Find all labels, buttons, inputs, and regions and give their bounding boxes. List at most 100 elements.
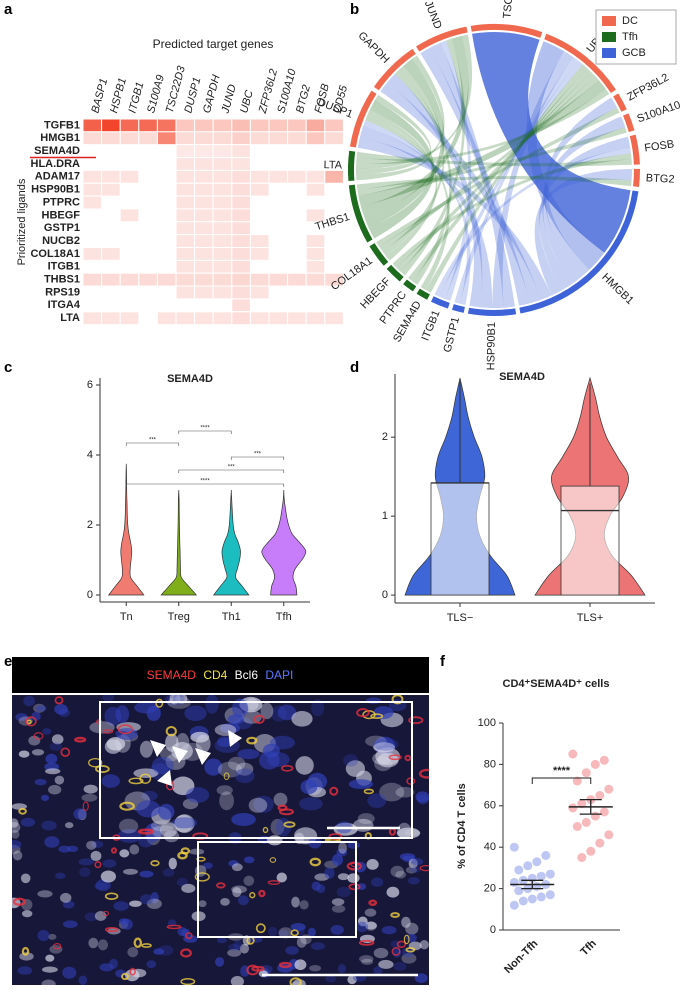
nucleus bbox=[106, 737, 126, 751]
sector-label: BTG2 bbox=[645, 172, 674, 186]
nucleus bbox=[278, 927, 293, 939]
nucleus bbox=[371, 877, 384, 887]
nucleus bbox=[127, 947, 139, 958]
nucleus bbox=[228, 943, 241, 952]
chord-ribbon bbox=[472, 32, 631, 253]
significance-bracket bbox=[230, 456, 285, 460]
cd4-signal bbox=[95, 764, 110, 774]
nucleus bbox=[270, 818, 285, 836]
nucleus bbox=[184, 705, 207, 721]
arrowhead bbox=[195, 748, 211, 765]
data-point bbox=[545, 869, 555, 879]
heatmap-cell bbox=[231, 208, 251, 223]
sema4d-signal bbox=[166, 924, 182, 930]
nucleus bbox=[345, 760, 365, 777]
nucleus bbox=[31, 749, 45, 756]
nucleus bbox=[54, 704, 68, 715]
nucleus bbox=[331, 898, 345, 906]
chord-ribbon bbox=[358, 80, 606, 207]
nucleus bbox=[217, 736, 233, 747]
nucleus bbox=[86, 840, 97, 850]
chord-ribbon bbox=[356, 151, 632, 167]
chord-ribbon bbox=[380, 82, 541, 304]
legend-swatch bbox=[602, 32, 616, 42]
nucleus bbox=[100, 870, 116, 883]
row-label: HMGB1 bbox=[40, 132, 80, 144]
heatmap-cell bbox=[212, 272, 233, 287]
nucleus bbox=[405, 866, 417, 874]
heatmap-cell bbox=[138, 118, 158, 133]
data-point bbox=[514, 865, 524, 875]
sema4d-signal bbox=[185, 932, 193, 940]
sema4d-signal bbox=[278, 808, 295, 816]
sema4d-signal bbox=[54, 696, 64, 705]
panel-title: SEMA4D bbox=[167, 373, 213, 385]
row-label: THBS1 bbox=[44, 274, 80, 286]
x-tick-label: Treg bbox=[168, 611, 190, 623]
nucleus bbox=[31, 711, 41, 721]
sector-arc bbox=[629, 134, 640, 165]
nucleus bbox=[171, 817, 198, 829]
nucleus bbox=[15, 713, 28, 721]
data-point bbox=[568, 749, 578, 759]
nucleus bbox=[20, 873, 31, 884]
heatmap-cell bbox=[212, 208, 233, 223]
data-point bbox=[518, 896, 528, 906]
nucleus bbox=[260, 702, 274, 720]
nucleus bbox=[159, 822, 178, 838]
nucleus bbox=[48, 933, 57, 940]
nucleus bbox=[219, 791, 235, 811]
significance-label: *** bbox=[254, 452, 262, 458]
nucleus bbox=[234, 768, 255, 784]
legend-label: Tfh bbox=[622, 31, 638, 43]
heatmap-cell bbox=[268, 272, 289, 287]
heatmap-cell bbox=[231, 221, 251, 236]
heatmap-cell bbox=[231, 259, 251, 274]
heatmap-cell bbox=[287, 118, 307, 133]
column-label: JUND bbox=[219, 83, 238, 115]
sector-label: HSP90B1 bbox=[485, 322, 498, 370]
nucleus bbox=[104, 706, 122, 726]
cd4-signal bbox=[255, 923, 266, 934]
nucleus bbox=[98, 939, 108, 951]
nucleus bbox=[276, 872, 287, 883]
heatmap-cell bbox=[249, 247, 270, 261]
nucleus bbox=[28, 735, 41, 746]
cd4-signal bbox=[180, 978, 196, 985]
y-tick-label: 80 bbox=[484, 758, 496, 770]
sema4d-signal bbox=[137, 828, 155, 835]
nucleus bbox=[102, 859, 117, 868]
sema4d-signal bbox=[406, 777, 416, 785]
sector-arc bbox=[416, 288, 430, 300]
heatmap-cell bbox=[194, 234, 214, 248]
heatmap-cell bbox=[212, 182, 233, 197]
heatmap-cell bbox=[249, 311, 270, 326]
nucleus bbox=[309, 965, 321, 972]
heatmap-cell bbox=[138, 131, 158, 146]
heatmap-cell bbox=[305, 234, 326, 248]
heatmap-cell bbox=[249, 272, 270, 287]
nucleus bbox=[54, 775, 65, 785]
row-label: HBEGF bbox=[42, 209, 81, 221]
sector-arc bbox=[470, 24, 543, 38]
heatmap-cell bbox=[231, 169, 251, 184]
sema4d-signal bbox=[404, 754, 412, 762]
nucleus bbox=[243, 875, 255, 886]
heatmap-cell bbox=[212, 259, 233, 274]
nucleus bbox=[253, 795, 274, 813]
cd4-signal bbox=[88, 757, 103, 768]
heatmap-cell bbox=[231, 182, 251, 197]
chord-ribbon bbox=[379, 76, 599, 252]
chord-ribbon bbox=[387, 73, 483, 308]
significance-bracket bbox=[531, 777, 592, 784]
nucleus bbox=[407, 877, 420, 885]
cd4-signal bbox=[269, 857, 277, 863]
panel-label: b bbox=[350, 1, 359, 18]
nucleus bbox=[330, 925, 344, 935]
sema4d-signal bbox=[346, 861, 362, 871]
significance-label: *** bbox=[149, 438, 157, 444]
error-bar bbox=[579, 798, 602, 815]
heatmap-cell bbox=[231, 272, 251, 287]
row-label: RPS19 bbox=[45, 286, 80, 298]
nucleus bbox=[300, 934, 312, 945]
